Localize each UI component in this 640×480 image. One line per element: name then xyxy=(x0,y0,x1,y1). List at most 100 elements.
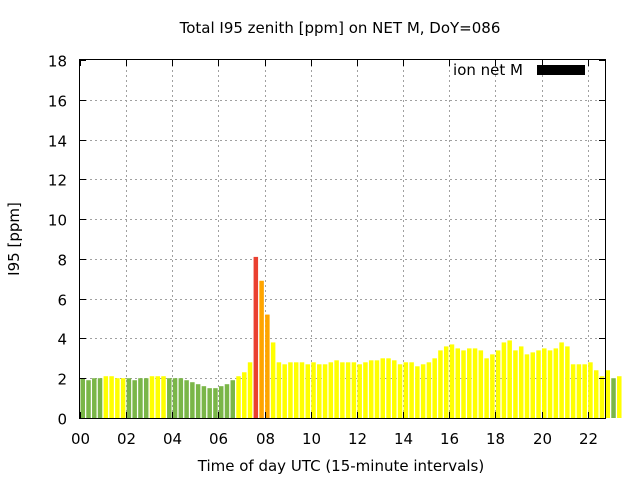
y-tick-label: 2 xyxy=(57,371,67,389)
x-tick-label: 00 xyxy=(71,430,90,448)
bar xyxy=(415,366,420,418)
bar xyxy=(143,378,149,418)
bar xyxy=(103,376,109,418)
bar xyxy=(432,358,437,418)
x-tick-label: 10 xyxy=(302,430,321,448)
bar xyxy=(270,342,276,418)
bar xyxy=(184,380,189,418)
y-tick-label: 0 xyxy=(57,411,67,429)
bar xyxy=(397,364,403,418)
bar xyxy=(490,354,495,418)
plot-frame xyxy=(79,59,606,419)
x-tick-label: 14 xyxy=(394,430,413,448)
bar xyxy=(484,358,489,418)
bar xyxy=(172,378,178,418)
y-tick-label: 6 xyxy=(57,292,67,310)
legend: ion net M xyxy=(453,61,585,79)
bar xyxy=(605,370,610,418)
bar xyxy=(363,362,368,418)
bar xyxy=(224,384,230,418)
bar xyxy=(570,364,576,418)
bar xyxy=(247,362,253,418)
bar xyxy=(213,388,218,418)
bar xyxy=(178,378,184,418)
bar xyxy=(305,364,310,418)
bar xyxy=(409,362,414,418)
bar xyxy=(138,378,143,418)
bar xyxy=(461,350,466,418)
bar xyxy=(507,340,512,418)
bar xyxy=(293,362,299,418)
bar xyxy=(120,378,126,418)
bar xyxy=(201,386,207,418)
bar xyxy=(115,378,120,418)
y-tick-label: 18 xyxy=(48,53,67,71)
bar xyxy=(386,358,391,418)
bar xyxy=(230,380,235,418)
bar xyxy=(524,354,530,418)
x-tick-label: 20 xyxy=(533,430,552,448)
bar xyxy=(565,346,570,418)
bar xyxy=(455,348,460,418)
legend-swatch xyxy=(537,65,585,75)
bar xyxy=(513,350,518,418)
bar xyxy=(449,344,455,418)
bar xyxy=(334,360,339,418)
x-axis-label: Time of day UTC (15-minute intervals) xyxy=(197,457,484,475)
bar xyxy=(374,360,380,418)
bar xyxy=(617,376,622,418)
bar xyxy=(420,364,426,418)
bar xyxy=(126,378,132,418)
y-tick-label: 4 xyxy=(57,331,67,349)
x-tick-label: 16 xyxy=(440,430,459,448)
x-tick-label: 18 xyxy=(486,430,505,448)
bar xyxy=(167,378,172,418)
bar xyxy=(149,376,155,418)
y-tick-label: 10 xyxy=(48,212,67,230)
bar xyxy=(582,364,587,418)
bar xyxy=(542,348,547,418)
bar xyxy=(155,376,160,418)
bar xyxy=(547,350,553,418)
bar xyxy=(467,348,472,418)
bar xyxy=(593,370,599,418)
bar xyxy=(559,342,564,418)
bar xyxy=(253,256,259,418)
bar xyxy=(351,362,357,418)
bar xyxy=(368,360,374,418)
bar xyxy=(86,380,91,418)
bar xyxy=(357,364,362,418)
bar xyxy=(195,384,201,418)
bar xyxy=(311,362,316,418)
bar xyxy=(282,364,287,418)
bar xyxy=(299,362,305,418)
y-tick-label: 12 xyxy=(48,172,67,190)
x-tick-label: 04 xyxy=(163,430,182,448)
bar xyxy=(380,358,385,418)
x-tick-label: 06 xyxy=(209,430,228,448)
x-tick-label: 22 xyxy=(579,430,598,448)
bar xyxy=(588,362,593,418)
bar xyxy=(495,350,501,418)
bar xyxy=(403,362,409,418)
bar xyxy=(599,376,605,418)
chart-title: Total I95 zenith [ppm] on NET M, DoY=086 xyxy=(179,19,501,37)
y-tick-label: 16 xyxy=(48,93,67,111)
bar xyxy=(576,364,582,418)
bar xyxy=(438,350,443,418)
x-tick-label: 12 xyxy=(348,430,367,448)
bar xyxy=(97,378,103,418)
bar xyxy=(345,362,351,418)
bar xyxy=(328,362,334,418)
bar xyxy=(80,378,85,418)
bar xyxy=(265,314,270,418)
axes xyxy=(79,59,606,419)
bar xyxy=(317,364,322,418)
bar xyxy=(426,362,432,418)
bar xyxy=(611,378,616,418)
bar xyxy=(392,360,397,418)
bar xyxy=(236,376,241,418)
bar xyxy=(242,372,247,418)
y-tick-label: 14 xyxy=(48,133,67,151)
